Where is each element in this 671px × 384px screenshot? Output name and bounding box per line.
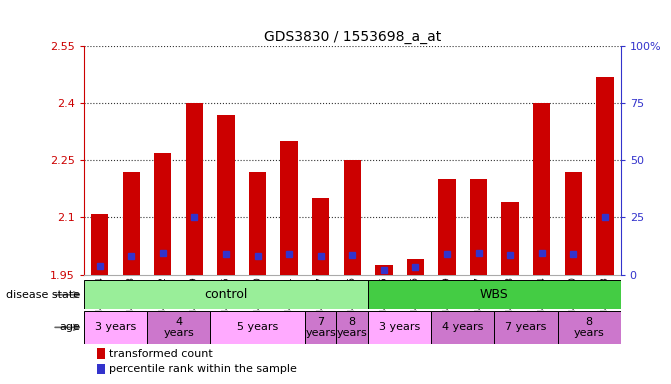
- Bar: [597, 76, 613, 275]
- Bar: [123, 172, 140, 275]
- Bar: [217, 114, 235, 275]
- Text: control: control: [204, 288, 248, 301]
- Text: disease state: disease state: [7, 290, 81, 300]
- Bar: [210, 311, 305, 344]
- Bar: [154, 153, 172, 275]
- Bar: [495, 311, 558, 344]
- Bar: [368, 311, 431, 344]
- Text: 3 years: 3 years: [95, 322, 136, 333]
- Bar: [501, 202, 519, 275]
- Text: percentile rank within the sample: percentile rank within the sample: [109, 364, 297, 374]
- Text: age: age: [60, 322, 81, 333]
- Text: 5 years: 5 years: [237, 322, 278, 333]
- Text: 7 years: 7 years: [505, 322, 547, 333]
- Text: transformed count: transformed count: [109, 349, 213, 359]
- Bar: [280, 141, 298, 275]
- Bar: [84, 311, 147, 344]
- Bar: [336, 311, 368, 344]
- Text: 7
years: 7 years: [305, 316, 336, 338]
- Text: 8
years: 8 years: [574, 316, 605, 338]
- Bar: [533, 103, 550, 275]
- Text: 4
years: 4 years: [163, 316, 194, 338]
- Bar: [564, 172, 582, 275]
- Text: WBS: WBS: [480, 288, 509, 301]
- Bar: [249, 172, 266, 275]
- Text: 4 years: 4 years: [442, 322, 484, 333]
- Bar: [91, 214, 108, 275]
- Bar: [305, 311, 336, 344]
- Bar: [438, 179, 456, 275]
- Bar: [375, 265, 393, 275]
- Bar: [84, 280, 368, 309]
- Bar: [344, 160, 361, 275]
- Bar: [312, 199, 329, 275]
- Title: GDS3830 / 1553698_a_at: GDS3830 / 1553698_a_at: [264, 30, 441, 44]
- Bar: [147, 311, 210, 344]
- Bar: [186, 103, 203, 275]
- Bar: [431, 311, 495, 344]
- Text: 3 years: 3 years: [379, 322, 420, 333]
- Bar: [470, 179, 487, 275]
- Bar: [407, 259, 424, 275]
- Bar: [558, 311, 621, 344]
- Bar: [368, 280, 621, 309]
- Text: 8
years: 8 years: [337, 316, 368, 338]
